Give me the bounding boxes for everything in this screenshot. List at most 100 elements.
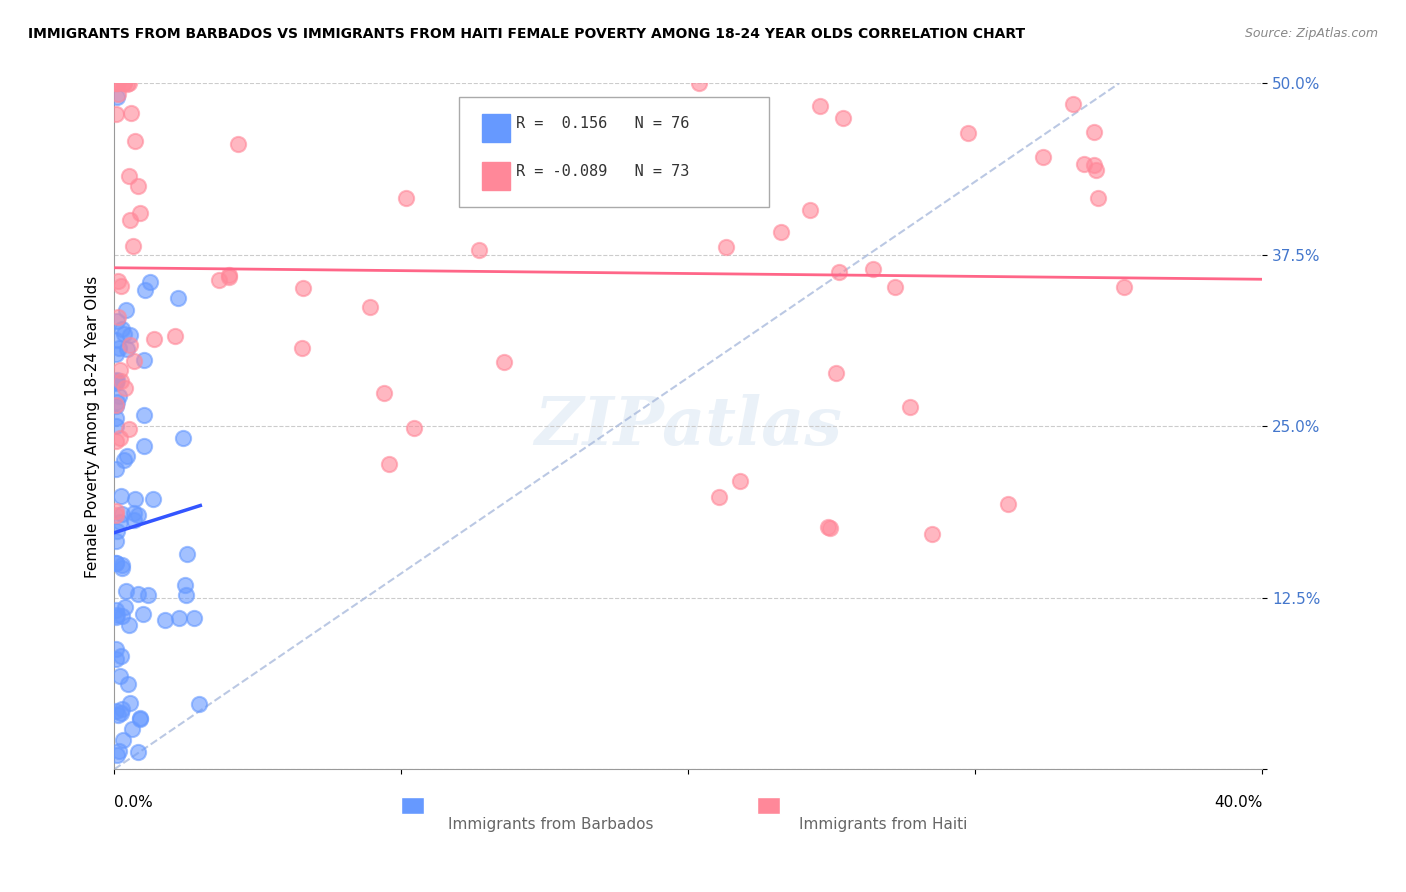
Immigrants from Haiti (730, 475, 752, 489)
Immigrants from Barbados (127, 587, 149, 601)
Immigrants from Haiti (107, 274, 129, 288)
Immigrants from Haiti (108, 431, 131, 445)
Immigrants from Barbados (104, 602, 127, 616)
Immigrants from Haiti (997, 497, 1019, 511)
Immigrants from Haiti (124, 135, 146, 149)
Immigrants from Haiti (898, 400, 921, 414)
Immigrants from Haiti (825, 366, 848, 380)
Immigrants from Haiti (716, 240, 738, 254)
Immigrants from Barbados (127, 746, 149, 760)
Immigrants from Barbados (108, 341, 131, 355)
Immigrants from Haiti (808, 99, 831, 113)
Immigrants from Haiti (921, 526, 943, 541)
Bar (482, 114, 510, 142)
Immigrants from Haiti (208, 273, 231, 287)
Text: 40.0%: 40.0% (1215, 795, 1263, 810)
Immigrants from Haiti (1084, 163, 1107, 178)
Immigrants from Barbados (172, 431, 194, 445)
Immigrants from Haiti (402, 421, 425, 435)
Immigrants from Barbados (111, 608, 134, 623)
Text: Source: ZipAtlas.com: Source: ZipAtlas.com (1244, 27, 1378, 40)
Immigrants from Barbados (114, 600, 136, 615)
Immigrants from Barbados (132, 607, 155, 621)
Immigrants from Barbados (105, 748, 128, 763)
Immigrants from Haiti (817, 520, 839, 534)
Immigrants from Barbados (108, 389, 131, 403)
Immigrants from Barbados (188, 697, 211, 711)
Immigrants from Barbados (118, 327, 141, 342)
Immigrants from Barbados (134, 439, 156, 453)
Immigrants from Barbados (134, 352, 156, 367)
Text: Immigrants from Haiti: Immigrants from Haiti (800, 817, 967, 832)
Immigrants from Barbados (105, 90, 128, 104)
Immigrants from Barbados (153, 613, 176, 627)
Immigrants from Barbados (115, 342, 138, 356)
Immigrants from Haiti (105, 398, 128, 412)
Immigrants from Haiti (957, 126, 980, 140)
Immigrants from Barbados (111, 322, 134, 336)
Immigrants from Barbados (134, 283, 156, 297)
Immigrants from Barbados (104, 347, 127, 361)
Immigrants from Haiti (117, 169, 139, 183)
Immigrants from Haiti (118, 77, 141, 91)
Immigrants from Haiti (1083, 158, 1105, 172)
Immigrants from Barbados (110, 489, 132, 503)
Immigrants from Barbados (166, 291, 188, 305)
Immigrants from Haiti (114, 381, 136, 395)
Immigrants from Haiti (114, 77, 136, 91)
Y-axis label: Female Poverty Among 18-24 Year Olds: Female Poverty Among 18-24 Year Olds (86, 276, 100, 577)
Immigrants from Barbados (117, 677, 139, 691)
Immigrants from Haiti (688, 77, 710, 91)
Immigrants from Barbados (104, 418, 127, 433)
Immigrants from Haiti (884, 280, 907, 294)
Immigrants from Haiti (1062, 96, 1084, 111)
Immigrants from Barbados (104, 399, 127, 413)
Immigrants from Haiti (104, 77, 127, 91)
Immigrants from Barbados (107, 708, 129, 723)
Immigrants from Barbados (111, 507, 134, 521)
Immigrants from Haiti (112, 77, 135, 91)
Immigrants from Barbados (169, 611, 191, 625)
Immigrants from Haiti (104, 504, 127, 518)
Immigrants from Barbados (115, 302, 138, 317)
Immigrants from Haiti (105, 77, 128, 91)
Immigrants from Barbados (104, 556, 127, 570)
Immigrants from Haiti (110, 374, 132, 388)
Immigrants from Barbados (110, 649, 132, 664)
Immigrants from Haiti (494, 355, 516, 369)
Immigrants from Barbados (110, 706, 132, 720)
Immigrants from Haiti (218, 268, 240, 283)
Immigrants from Barbados (105, 395, 128, 409)
Immigrants from Barbados (108, 669, 131, 683)
Immigrants from Barbados (105, 534, 128, 549)
Immigrants from Haiti (105, 107, 128, 121)
Immigrants from Barbados (136, 588, 159, 602)
Immigrants from Haiti (108, 363, 131, 377)
Immigrants from Haiti (105, 77, 128, 91)
Immigrants from Haiti (117, 422, 139, 436)
Immigrants from Haiti (115, 77, 138, 91)
Immigrants from Barbados (105, 314, 128, 328)
Immigrants from Haiti (291, 341, 314, 355)
Immigrants from Barbados (142, 491, 165, 506)
Immigrants from Haiti (226, 137, 249, 152)
Immigrants from Barbados (176, 547, 198, 561)
Immigrants from Haiti (107, 310, 129, 324)
Immigrants from Barbados (124, 491, 146, 506)
Text: 0.0%: 0.0% (114, 795, 153, 810)
Immigrants from Barbados (105, 610, 128, 624)
Immigrants from Barbados (122, 506, 145, 520)
Immigrants from Haiti (799, 202, 821, 217)
Immigrants from Haiti (862, 262, 884, 277)
Immigrants from Haiti (1087, 191, 1109, 205)
Immigrants from Barbados (104, 704, 127, 718)
Immigrants from Barbados (129, 712, 152, 726)
Immigrants from Haiti (165, 328, 187, 343)
Text: IMMIGRANTS FROM BARBADOS VS IMMIGRANTS FROM HAITI FEMALE POVERTY AMONG 18-24 YEA: IMMIGRANTS FROM BARBADOS VS IMMIGRANTS F… (28, 27, 1025, 41)
Bar (401, 797, 425, 814)
Immigrants from Haiti (831, 112, 853, 126)
Immigrants from Barbados (121, 722, 143, 736)
Immigrants from Barbados (118, 696, 141, 710)
Immigrants from Haiti (820, 521, 842, 535)
Immigrants from Barbados (104, 556, 127, 570)
